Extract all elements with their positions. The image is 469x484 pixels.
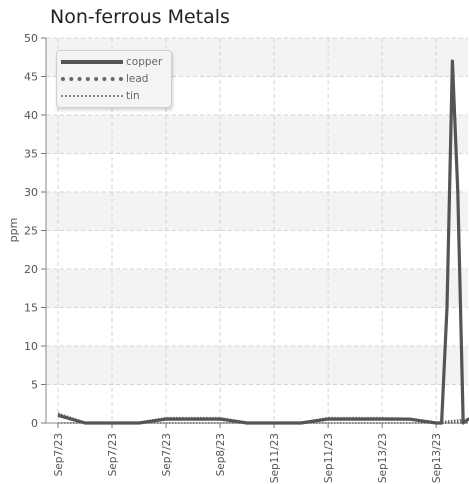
y-tick-label: 40 (24, 109, 38, 122)
series-line-copper (57, 59, 469, 425)
legend-swatch-copper (61, 60, 123, 64)
legend-entry-tin: tin (61, 89, 140, 103)
x-tick-label: Sep11/23 (323, 433, 335, 483)
x-tick-label: Sep7/23 (107, 433, 119, 476)
plot-band (46, 192, 468, 231)
y-tick-label: 25 (24, 225, 38, 238)
legend-label-copper: copper (126, 56, 163, 68)
chart-legend: copper lead tin (56, 50, 172, 108)
plot-band (46, 115, 468, 154)
legend-label-tin: tin (126, 90, 140, 102)
y-tick-label: 30 (24, 186, 38, 199)
x-tick-label: Sep13/23 (431, 433, 443, 483)
y-tick-label: 35 (24, 148, 38, 161)
y-tick-label: 45 (24, 71, 38, 84)
y-tick-label: 10 (24, 340, 38, 353)
y-tick-label: 0 (31, 417, 38, 430)
chart-title: Non-ferrous Metals (50, 6, 230, 28)
legend-entry-lead: lead (61, 72, 148, 86)
x-tick-label: Sep13/23 (377, 433, 389, 483)
y-tick-label: 15 (24, 302, 38, 315)
legend-swatch-tin (61, 95, 123, 97)
x-tick-label: Sep7/23 (53, 433, 65, 476)
y-tick-label: 5 (31, 379, 38, 392)
plot-band (46, 269, 468, 308)
legend-entry-copper: copper (61, 55, 162, 69)
y-tick-label: 20 (24, 263, 38, 276)
legend-swatch-lead (61, 77, 123, 81)
x-tick-label: Sep7/23 (161, 433, 173, 476)
x-tick-label: Sep8/23 (215, 433, 227, 476)
x-tick-label: Sep11/23 (269, 433, 281, 483)
y-tick-label: 50 (24, 32, 38, 45)
plot-band (46, 346, 468, 385)
legend-label-lead: lead (126, 73, 149, 85)
